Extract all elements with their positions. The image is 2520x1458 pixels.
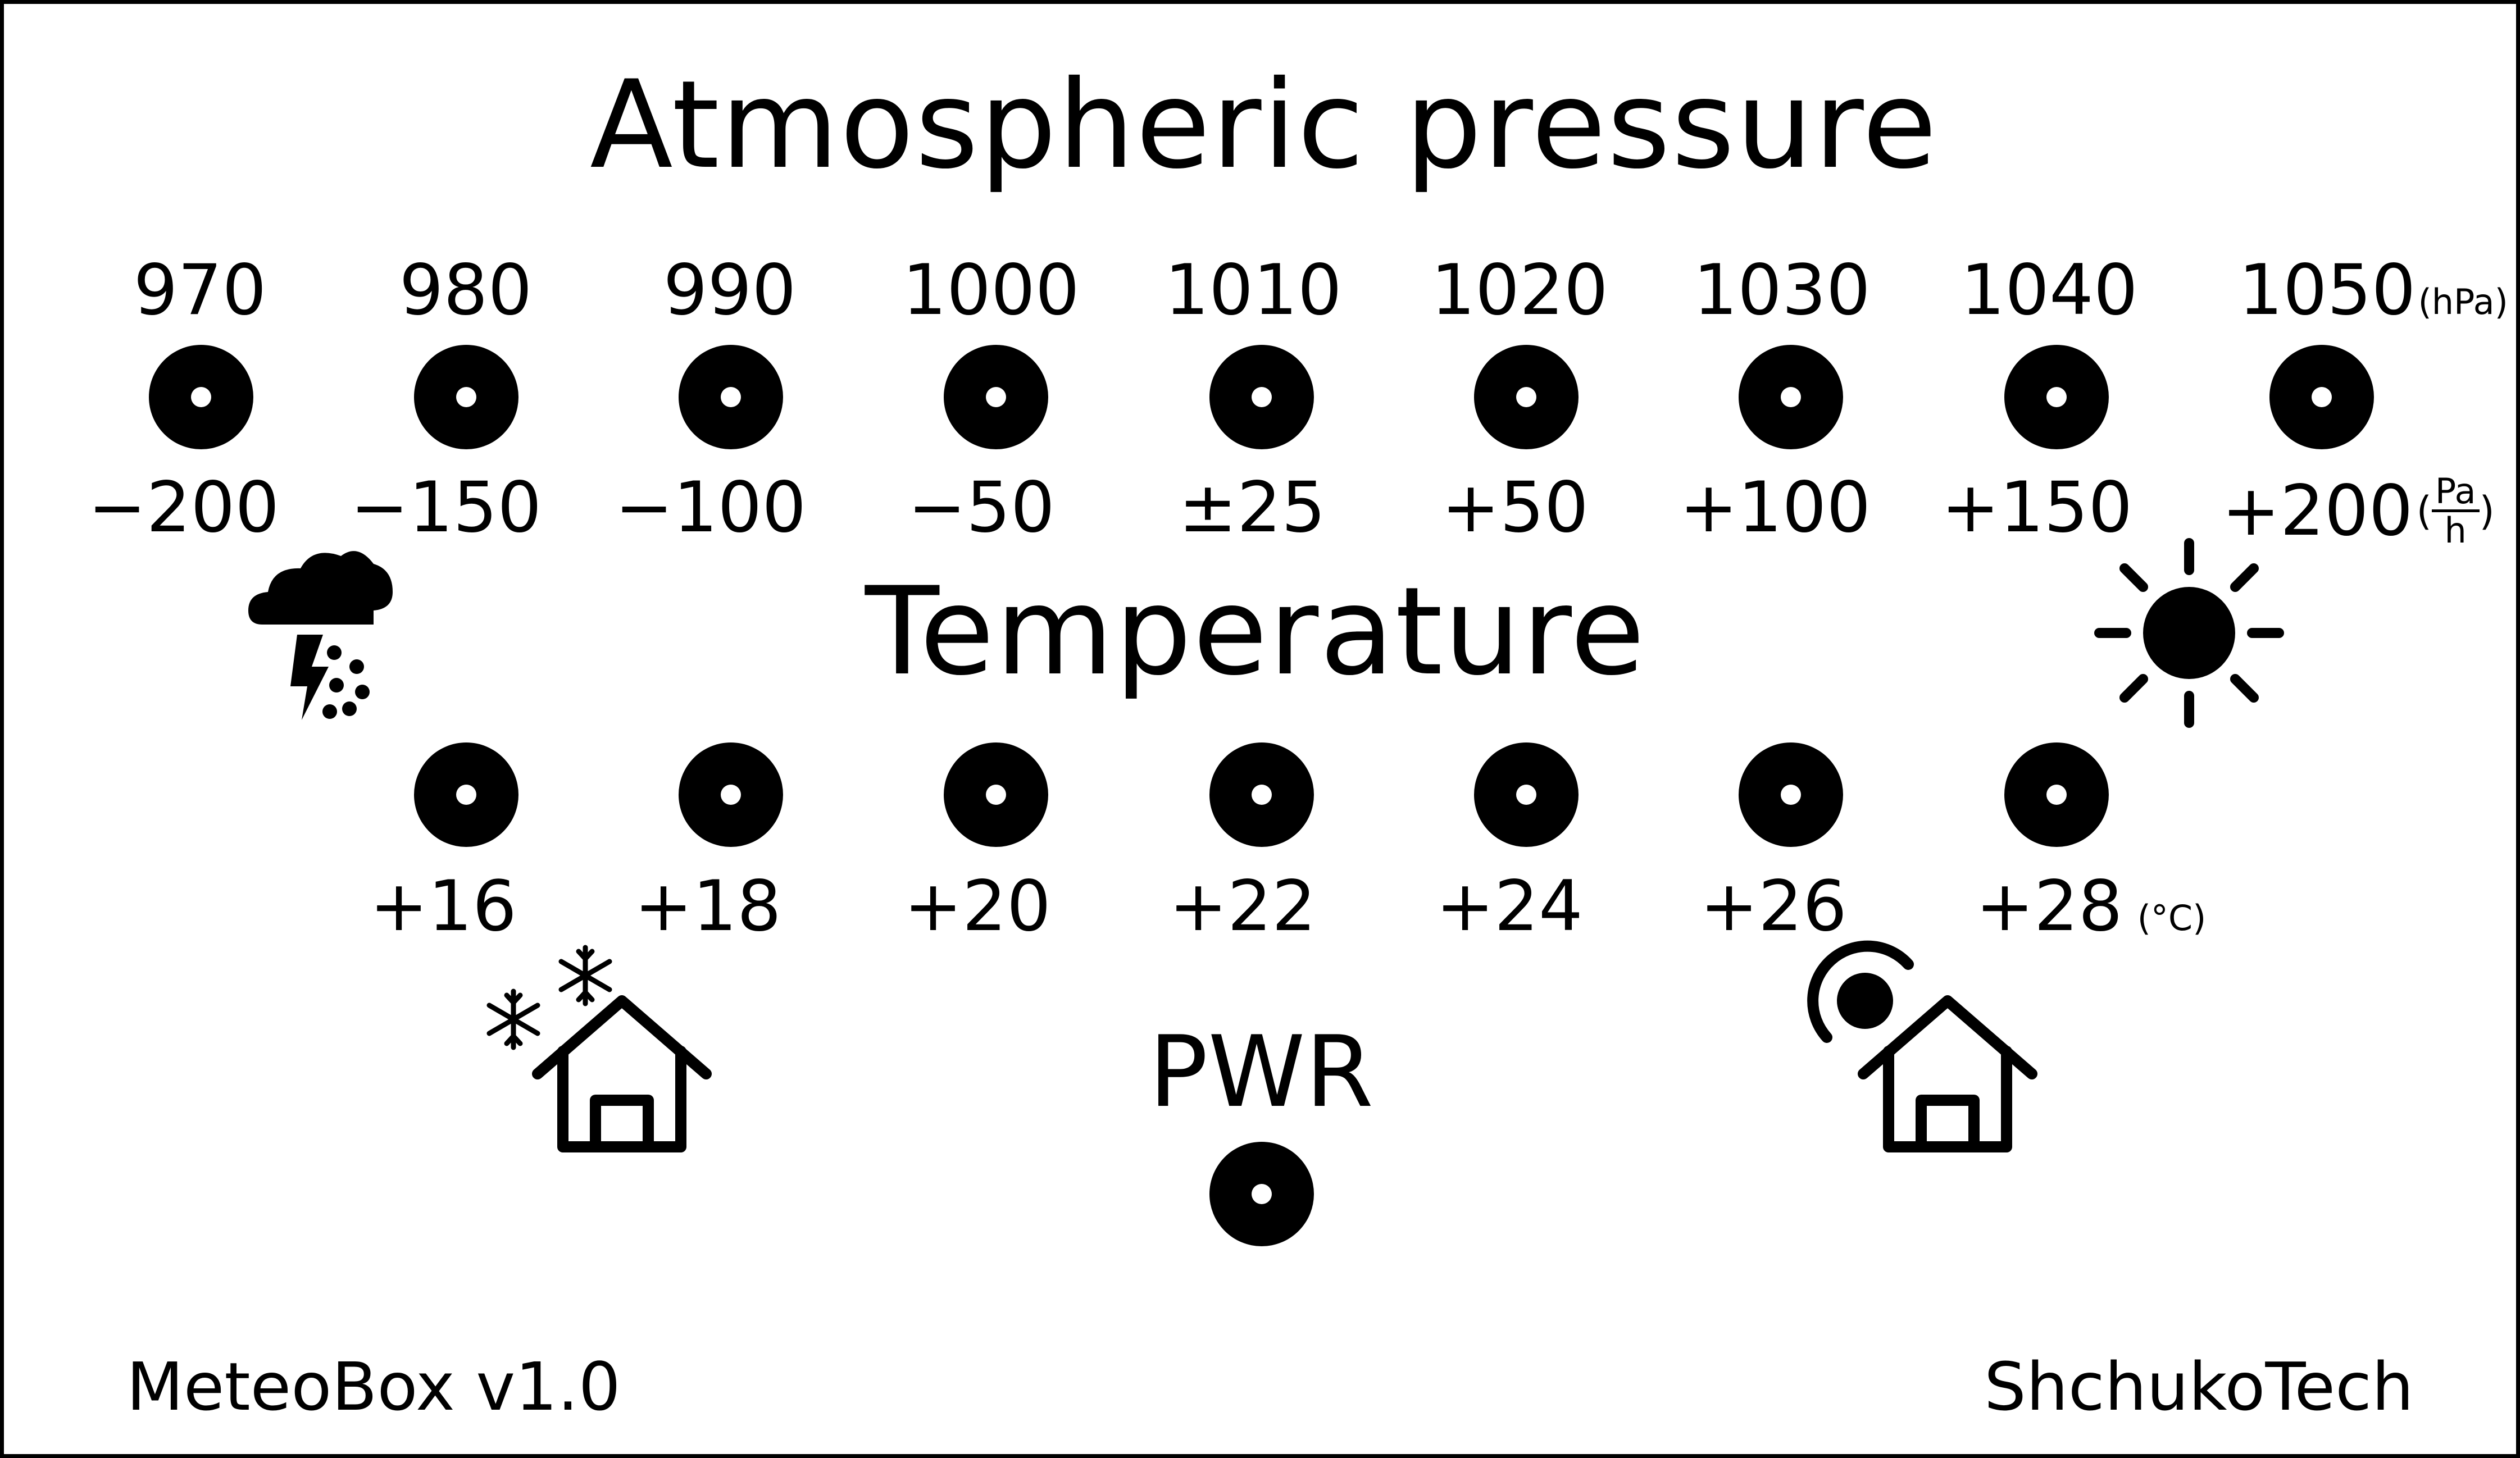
pressure-label-980: 980 <box>399 250 533 331</box>
trend-label-minus-100: −100 <box>615 467 807 548</box>
pressure-led-1020 <box>1474 345 1579 449</box>
temperature-unit: (°C) <box>2137 897 2207 938</box>
pressure-label-1050-value: 1050 <box>2239 250 2416 331</box>
temperature-label-28-value: +28 <box>1976 866 2123 947</box>
trend-unit-open: ( <box>2416 487 2432 534</box>
cold-house-icon <box>486 945 712 1152</box>
temperature-label-22: +22 <box>1169 866 1316 947</box>
pressure-label-990: 990 <box>663 250 797 331</box>
temperature-led-26 <box>1739 742 1843 847</box>
pressure-label-1020: 1020 <box>1431 250 1608 331</box>
trend-unit-fraction: Pa h <box>2431 473 2480 552</box>
pressure-led-970 <box>149 345 253 449</box>
temperature-title: Temperature <box>865 561 1646 702</box>
temperature-led-18 <box>679 742 783 847</box>
pressure-unit: (hPa) <box>2418 281 2508 322</box>
pressure-title: Atmospheric pressure <box>590 54 1938 195</box>
temperature-led-22 <box>1209 742 1314 847</box>
pwr-label: PWR <box>1148 1015 1374 1129</box>
trend-label-plus-50: +50 <box>1441 467 1589 548</box>
trend-label-minus-150: −150 <box>350 467 542 548</box>
temperature-led-20 <box>944 742 1048 847</box>
model-label: MeteoBox v1.0 <box>126 1348 621 1425</box>
temperature-led-28 <box>2004 742 2109 847</box>
trend-unit-numerator: Pa <box>2431 473 2480 513</box>
pressure-label-970: 970 <box>133 250 267 331</box>
trend-label-plus-100: +100 <box>1679 467 1871 548</box>
sun-icon <box>2094 538 2284 728</box>
pressure-led-1030 <box>1739 345 1843 449</box>
trend-label-plus-200-value: +200 <box>2222 470 2413 552</box>
trend-label-plus-minus-25: ±25 <box>1179 467 1326 548</box>
warm-house-icon <box>1807 940 2037 1152</box>
pressure-led-1000 <box>944 345 1048 449</box>
temperature-label-26: +26 <box>1700 866 1847 947</box>
temperature-led-24 <box>1474 742 1579 847</box>
temperature-label-24: +24 <box>1436 866 1583 947</box>
temperature-label-16: +16 <box>370 866 517 947</box>
trend-label-minus-50: −50 <box>908 467 1055 548</box>
trend-label-plus-150: +150 <box>1941 467 2133 548</box>
pressure-label-1000: 1000 <box>902 250 1080 331</box>
temperature-label-18: +18 <box>634 866 781 947</box>
power-led <box>1209 1142 1314 1246</box>
storm-cloud-icon <box>248 551 393 720</box>
pressure-label-1050: 1050(hPa) <box>2239 256 2508 325</box>
pressure-label-1010: 1010 <box>1165 250 1342 331</box>
pressure-led-980 <box>414 345 518 449</box>
temperature-label-28: +28 (°C) <box>1976 872 2206 941</box>
temperature-led-16 <box>414 742 518 847</box>
pressure-led-1010 <box>1209 345 1314 449</box>
pressure-label-1040: 1040 <box>1960 250 2138 331</box>
pressure-label-1030: 1030 <box>1693 250 1871 331</box>
trend-unit-close: ) <box>2479 487 2495 534</box>
pressure-led-990 <box>679 345 783 449</box>
temperature-label-20: +20 <box>904 866 1051 947</box>
trend-label-plus-200: +200 ( Pa h ) <box>2222 473 2495 549</box>
brand-label: ShchukoTech <box>1984 1348 2414 1425</box>
pressure-led-1050 <box>2269 345 2374 449</box>
pressure-led-1040 <box>2004 345 2109 449</box>
trend-label-minus-200: −200 <box>88 467 280 548</box>
trend-unit-denominator: h <box>2444 510 2467 552</box>
